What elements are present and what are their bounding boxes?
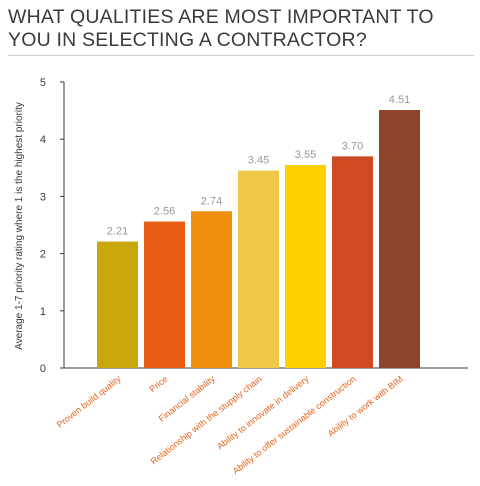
y-tick-labels: 0 1 2 3 4 5 — [40, 77, 46, 375]
bar — [285, 164, 326, 368]
bar — [144, 221, 185, 368]
category-label: Proven build quality — [55, 373, 123, 430]
bar-value-label: 3.70 — [342, 140, 363, 152]
title-divider — [8, 55, 474, 56]
bar — [191, 211, 232, 368]
category-label: Ability to innovate in delivery — [215, 373, 311, 451]
category-label: Price — [147, 374, 169, 395]
y-tick-label: 5 — [40, 77, 46, 89]
bar — [238, 170, 279, 368]
bar-value-label: 4.51 — [389, 94, 410, 106]
bar — [332, 156, 373, 368]
value-labels: 2.21 2.56 2.74 3.45 3.55 3.70 4.51 — [107, 94, 410, 238]
bar — [97, 241, 138, 368]
chart-title: WHAT QUALITIES ARE MOST IMPORTANT TO YOU… — [8, 6, 434, 51]
y-tick-label: 4 — [40, 134, 46, 146]
y-tick-label: 3 — [40, 191, 46, 203]
bar-value-label: 2.56 — [154, 206, 175, 218]
y-tick-label: 1 — [40, 306, 46, 318]
y-tick-label: 0 — [40, 363, 46, 375]
bars — [97, 110, 420, 368]
y-axis-label: Average 1-7 priority rating where 1 is t… — [14, 102, 25, 350]
y-axis-label-group: Average 1-7 priority rating where 1 is t… — [14, 102, 25, 350]
bar-value-label: 2.21 — [107, 226, 128, 238]
bar-value-label: 3.55 — [295, 149, 316, 161]
y-tick-label: 2 — [40, 249, 46, 261]
bar — [379, 110, 420, 368]
bar-value-label: 2.74 — [201, 195, 222, 207]
bar-value-label: 3.45 — [248, 155, 269, 167]
category-label: Ability to work with BIM — [326, 374, 405, 439]
